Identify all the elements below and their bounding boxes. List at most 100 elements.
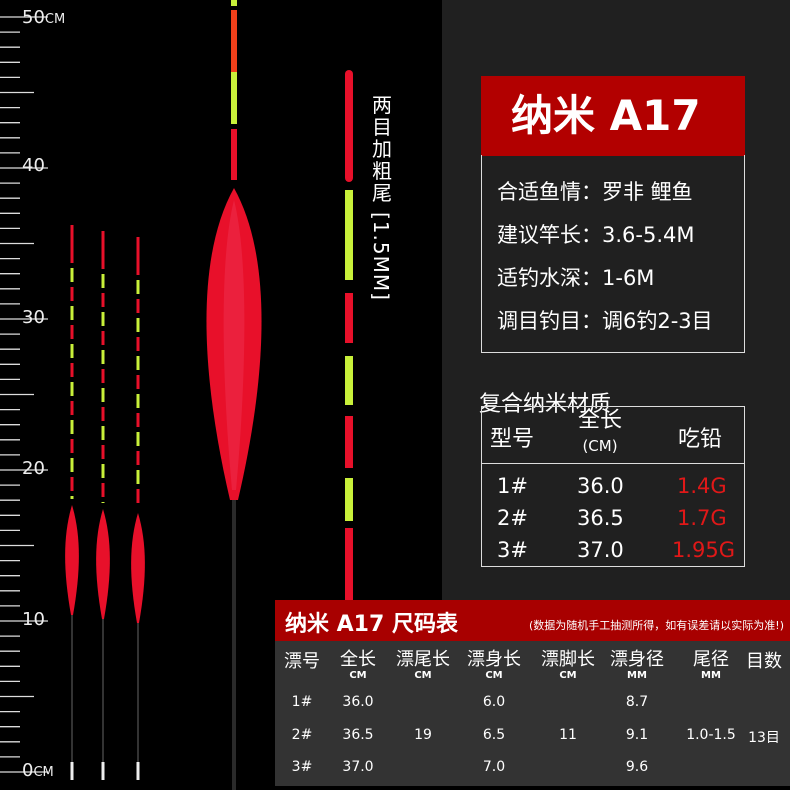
size-table-header-bar: 纳米 A17 尺码表 (数据为随机手工抽测所得，如有误差请以实际为准!) bbox=[275, 600, 790, 641]
tail-label-text: 两目加粗尾 bbox=[372, 93, 392, 205]
info-tuning: 调目钓目：调6钓2-3目 bbox=[497, 309, 713, 333]
product-info-box: 合适鱼情：罗非 鲤鱼 建议竿长：3.6-5.4M 适钓水深：1-6M 调目钓目：… bbox=[481, 155, 745, 353]
size-cell: 37.0 bbox=[342, 759, 374, 775]
header-model: 型号 bbox=[490, 427, 535, 452]
float-body bbox=[131, 513, 145, 623]
size-cell: 1# bbox=[291, 694, 313, 710]
float-tail-segment bbox=[101, 350, 105, 364]
float-tail-segment bbox=[136, 394, 140, 408]
info-fish: 合适鱼情：罗非 鲤鱼 bbox=[497, 180, 693, 204]
big-float-highlight bbox=[223, 200, 245, 490]
size-header: 漂脚长 CM bbox=[541, 649, 595, 682]
size-cell: 19 bbox=[414, 727, 432, 743]
float-tail-segment bbox=[101, 464, 105, 478]
float-tail-segment bbox=[136, 299, 140, 313]
float-tail-segment bbox=[70, 458, 74, 472]
ruler-label-20: 20 bbox=[22, 458, 45, 479]
thick-tail-segment bbox=[345, 356, 353, 405]
big-float-tail-segment bbox=[231, 0, 237, 6]
float-tail-segment bbox=[136, 318, 140, 332]
weight-table-header: 型号 全长 (CM) 吃铅 bbox=[482, 407, 744, 464]
size-cell: 13目 bbox=[748, 730, 780, 746]
float-stem-tip bbox=[101, 762, 105, 780]
size-cell: 1.0-1.5 bbox=[686, 727, 736, 743]
float-tail-segment bbox=[136, 489, 140, 503]
big-float-body bbox=[206, 188, 262, 500]
thick-tail-segment bbox=[345, 190, 353, 280]
size-header: 全长 CM bbox=[340, 649, 376, 682]
float-tail-segment bbox=[101, 312, 105, 326]
float-tail-segment bbox=[70, 306, 74, 320]
float-tail-segment bbox=[101, 274, 105, 288]
thick-tail-segment bbox=[345, 70, 353, 182]
size-header: 尾径 MM bbox=[693, 649, 729, 682]
size-table-note: (数据为随机手工抽测所得，如有误差请以实际为准!) bbox=[529, 619, 784, 632]
float-stem-tip bbox=[70, 762, 74, 780]
big-float-tail-segment bbox=[231, 72, 237, 124]
float-tail-segment bbox=[101, 293, 105, 307]
thick-tail-segment bbox=[345, 293, 353, 343]
size-cell: 11 bbox=[559, 727, 577, 743]
size-cell: 9.1 bbox=[625, 727, 649, 743]
float-tail-segment bbox=[136, 413, 140, 427]
float-tail-segment bbox=[70, 344, 74, 358]
thick-tail-segment bbox=[345, 528, 353, 600]
table-row: 1# 36.0 1.4G bbox=[497, 474, 727, 498]
size-header: 漂身长 CM bbox=[467, 649, 521, 682]
float-tail-segment bbox=[101, 331, 105, 345]
table-row: 3# 37.0 1.95G bbox=[497, 538, 736, 562]
float-tail-segment bbox=[101, 388, 105, 402]
tail-label: 两目加粗尾 [1.5MM] bbox=[369, 93, 394, 301]
size-cell: 3# bbox=[291, 759, 313, 775]
size-header: 漂尾长 CM bbox=[396, 649, 450, 682]
weight-table: 型号 全长 (CM) 吃铅 1# 36.0 1.4G 2# 36.5 1.7G 3# 37.… bbox=[481, 406, 745, 567]
big-float-tail-segment bbox=[231, 10, 237, 72]
header-lead: 吃铅 bbox=[678, 427, 723, 452]
float-tail-segment bbox=[70, 287, 74, 301]
float-tail-segment bbox=[101, 369, 105, 383]
size-header: 漂号 bbox=[284, 651, 320, 672]
float-tail-segment bbox=[70, 439, 74, 453]
float-tail-segment bbox=[136, 237, 140, 275]
float-tail-segment bbox=[136, 470, 140, 484]
size-cell: 6.0 bbox=[482, 694, 506, 710]
ruler-label-50: 50CM bbox=[22, 7, 66, 28]
float-tail-segment bbox=[70, 420, 74, 434]
header-length: 全长 (CM) bbox=[577, 408, 622, 456]
float-tail-segment bbox=[70, 477, 74, 491]
float-tail-segment bbox=[136, 375, 140, 389]
float-tail-segment bbox=[101, 445, 105, 459]
float-tail-segment bbox=[136, 280, 140, 294]
float-tail-segment bbox=[101, 407, 105, 421]
float-body bbox=[65, 505, 79, 615]
float-tail-segment bbox=[136, 432, 140, 446]
size-table-title: 纳米 A17 尺码表 bbox=[285, 612, 458, 637]
ruler-label-0: 0CM bbox=[22, 760, 54, 781]
float-body bbox=[96, 509, 110, 619]
size-cell: 9.6 bbox=[625, 759, 649, 775]
float-tail-segment bbox=[101, 231, 105, 269]
size-table: 纳米 A17 尺码表 (数据为随机手工抽测所得，如有误差请以实际为准!) 漂号全… bbox=[275, 600, 790, 786]
float-tail-segment bbox=[136, 337, 140, 351]
material-label: 复合纳米材质 bbox=[479, 392, 612, 417]
size-header: 漂身径 MM bbox=[610, 649, 664, 682]
size-cell: 36.5 bbox=[342, 727, 374, 743]
float-tail-segment bbox=[101, 502, 105, 503]
tail-label-spec: [1.5MM] bbox=[369, 212, 393, 301]
thick-tail-segment bbox=[345, 478, 353, 521]
float-tail-segment bbox=[70, 225, 74, 263]
float-tail-segment bbox=[70, 268, 74, 282]
size-cell: 6.5 bbox=[482, 727, 506, 743]
float-tail-segment bbox=[101, 426, 105, 440]
float-tail-segment bbox=[136, 451, 140, 465]
ruler-label-40: 40 bbox=[22, 155, 45, 176]
big-float-tail-segment bbox=[231, 129, 237, 180]
ruler-label-30: 30 bbox=[22, 307, 45, 328]
float-tail-segment bbox=[70, 325, 74, 339]
float-tail-segment bbox=[70, 401, 74, 415]
float-tail-segment bbox=[70, 382, 74, 396]
float-tail-segment bbox=[136, 356, 140, 370]
thick-tail-segment bbox=[345, 416, 353, 468]
float-tail-segment bbox=[101, 483, 105, 497]
